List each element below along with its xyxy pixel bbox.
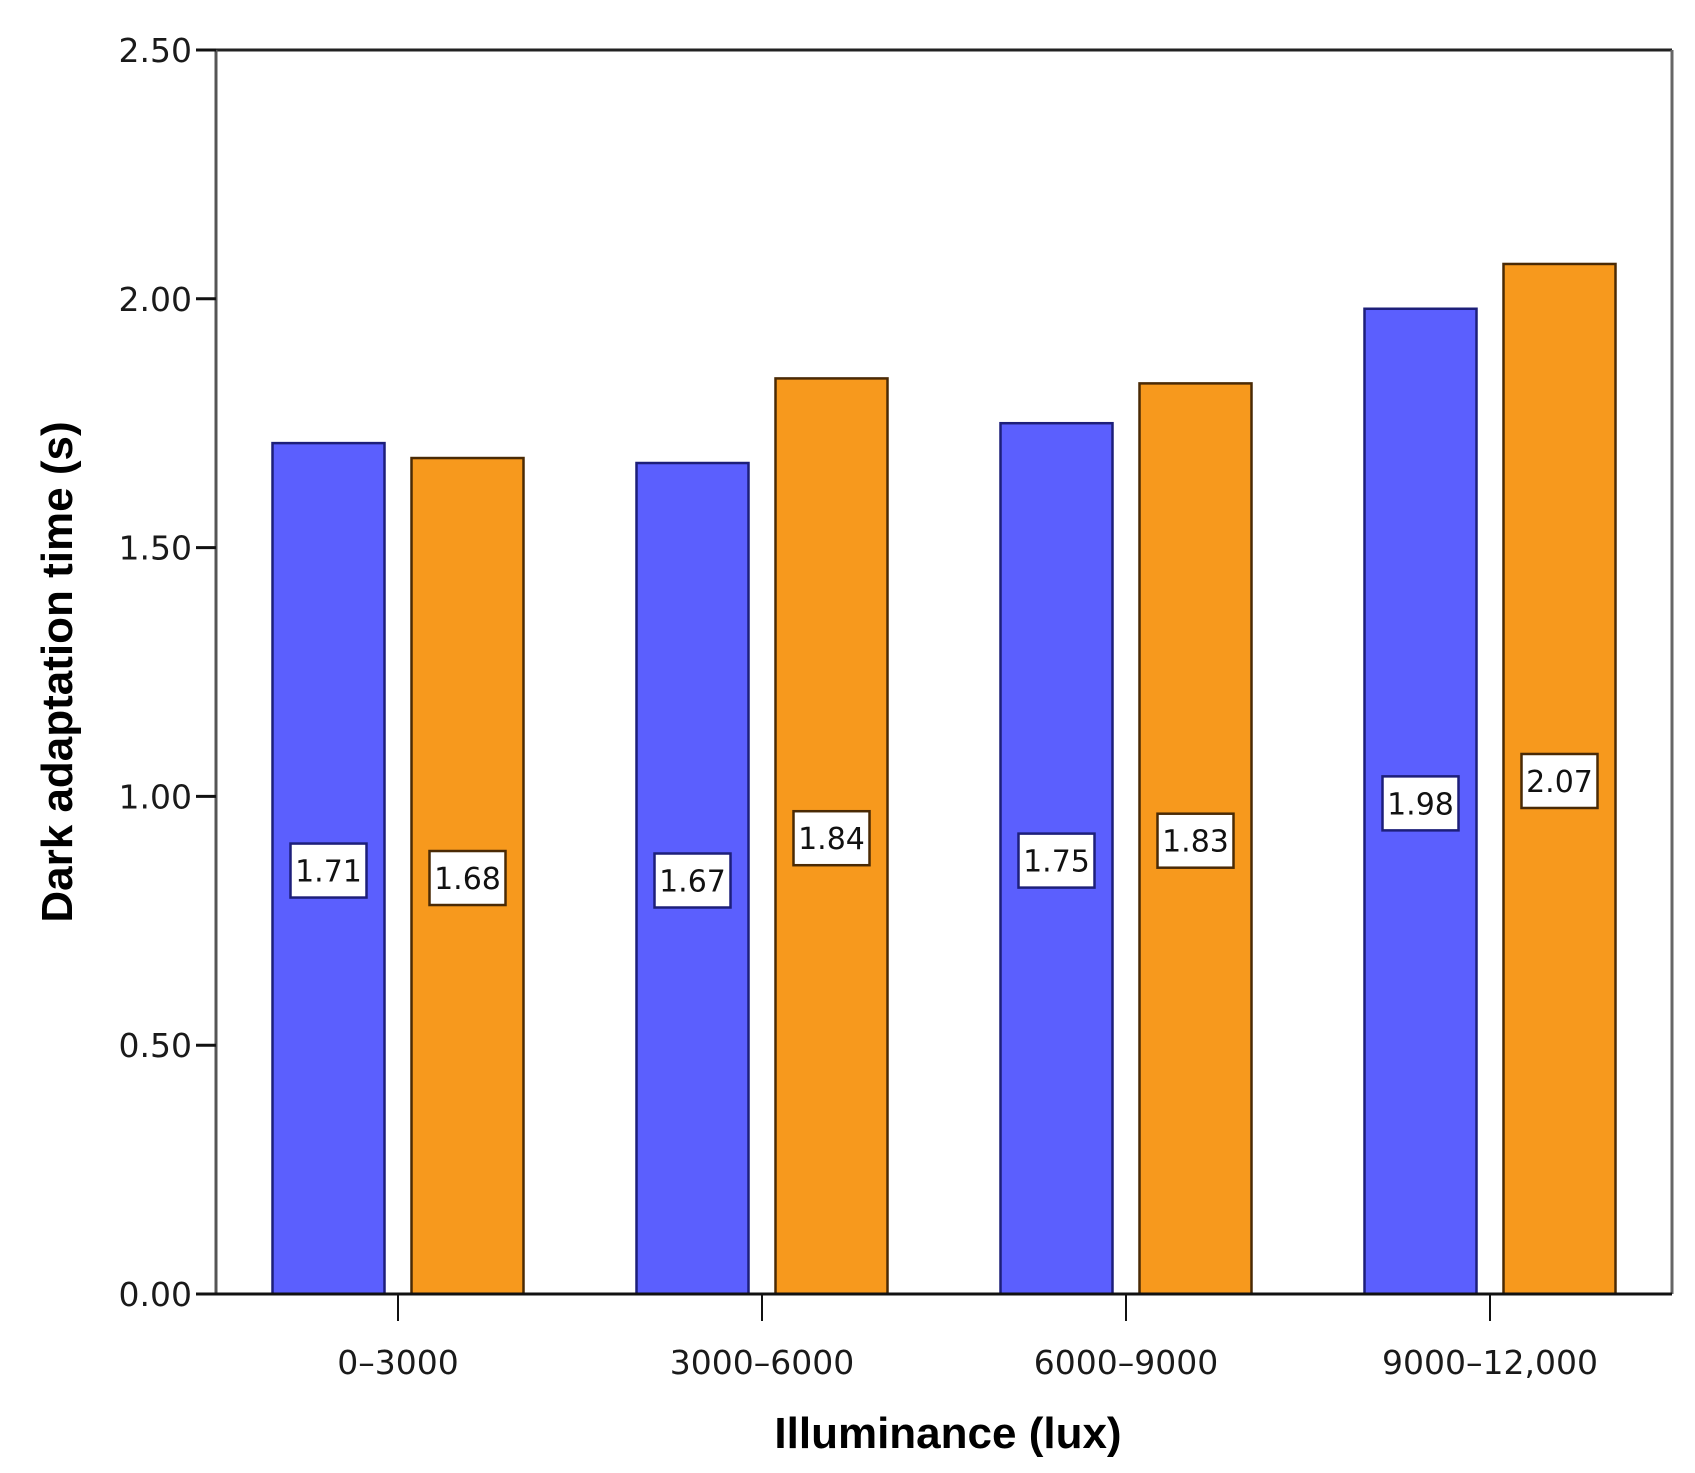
- data-label: 1.83: [1162, 825, 1229, 860]
- data-label: 1.67: [659, 865, 726, 900]
- x-tick-label: 9000–12,000: [1382, 1343, 1598, 1382]
- x-axis-title: Illuminance (lux): [774, 1409, 1121, 1458]
- x-tick-label: 0–3000: [337, 1343, 458, 1382]
- data-label: 1.71: [295, 855, 362, 890]
- data-label-box: [792, 809, 871, 867]
- y-tick-label: 2.00: [119, 280, 192, 319]
- data-labels-group: 1.71 1.68 1.67 1.84 1.75 1.83 1.98 2.07: [289, 752, 1599, 909]
- y-axis-title: Dark adaptation time (s): [33, 421, 82, 922]
- x-axis-ticks: 0–3000 3000–6000 6000–9000 9000–12,000: [337, 1294, 1598, 1382]
- data-label-box: [1520, 752, 1599, 810]
- data-label-box: [289, 842, 368, 899]
- data-label: 1.98: [1387, 787, 1454, 822]
- y-tick-label: 2.50: [119, 31, 192, 70]
- data-label: 1.84: [798, 822, 865, 857]
- data-label: 1.75: [1023, 845, 1090, 880]
- y-axis-ticks: 0.00 0.50 1.00 1.50 2.00 2.50: [119, 31, 216, 1314]
- data-label-box: [428, 849, 507, 907]
- data-label: 1.68: [434, 862, 501, 897]
- data-label-box: [1156, 812, 1235, 869]
- y-tick-label: 1.00: [119, 777, 192, 816]
- data-label-box: [653, 852, 732, 909]
- y-tick-label: 0.50: [119, 1026, 192, 1065]
- data-label-box: [1381, 775, 1460, 832]
- y-tick-label: 0.00: [119, 1275, 192, 1314]
- data-label-box: [1017, 832, 1096, 889]
- x-tick-label: 3000–6000: [670, 1343, 854, 1382]
- x-tick-label: 6000–9000: [1034, 1343, 1218, 1382]
- y-tick-label: 1.50: [119, 529, 192, 568]
- data-label: 2.07: [1526, 765, 1593, 800]
